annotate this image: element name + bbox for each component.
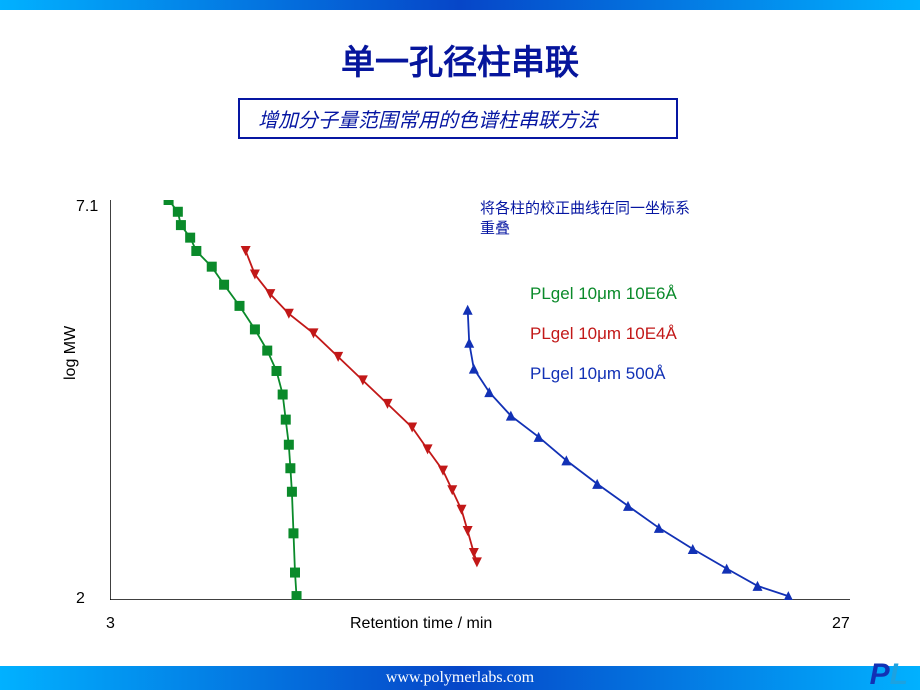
logo-p: P	[870, 658, 890, 691]
footer-bar: www.polymerlabs.com	[0, 666, 920, 690]
subtitle-box: 增加分子量范围常用的色谱柱串联方法	[238, 98, 678, 139]
brand-logo: PL	[870, 661, 908, 688]
y-tick-min: 2	[76, 590, 85, 608]
top-bar	[0, 0, 920, 10]
page-title: 单一孔径柱串联	[0, 35, 920, 84]
footer-url: www.polymerlabs.com	[386, 669, 534, 687]
y-tick-max: 7.1	[76, 198, 98, 216]
logo-l: L	[890, 658, 908, 691]
y-axis-label: log MW	[62, 326, 80, 380]
x-tick-min: 3	[106, 615, 115, 633]
calibration-chart	[110, 200, 850, 600]
x-axis-label: Retention time / min	[350, 615, 492, 633]
x-tick-max: 27	[832, 615, 850, 633]
